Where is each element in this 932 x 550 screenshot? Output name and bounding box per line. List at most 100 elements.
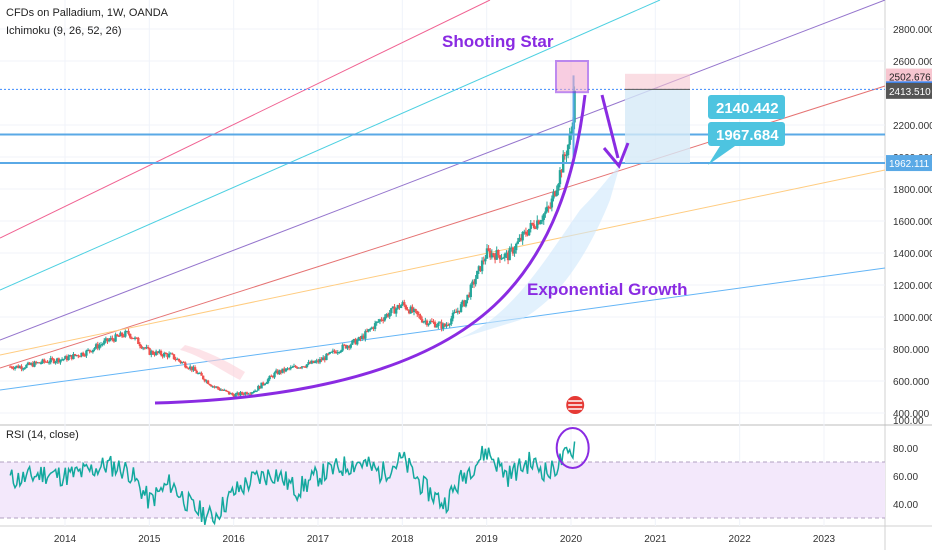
- trend-line[interactable]: [0, 169, 886, 356]
- candle-body: [20, 366, 23, 370]
- candle-body: [485, 248, 489, 259]
- down-arrow-shaft[interactable]: [600, 94, 620, 159]
- price-pane[interactable]: [0, 0, 885, 425]
- candle-body: [250, 392, 254, 394]
- candle-body: [476, 270, 479, 279]
- candle-body: [453, 311, 456, 313]
- trend-line[interactable]: [0, 0, 661, 291]
- candle-body: [292, 365, 296, 367]
- candle-body: [107, 339, 111, 342]
- time-tick-label: 2014: [54, 534, 77, 545]
- trend-line[interactable]: [0, 0, 886, 341]
- time-tick-label: 2022: [729, 534, 752, 545]
- price-tick-label: 400.000: [893, 409, 930, 420]
- candle-body: [297, 367, 301, 369]
- candle-body: [166, 354, 169, 358]
- price-tick-label: 1000.000: [893, 313, 932, 324]
- candle-body: [545, 206, 549, 212]
- candle-body: [566, 144, 570, 156]
- time-tick-label: 2017: [307, 534, 330, 545]
- callout-value: 1967.684: [716, 127, 779, 144]
- candle-body: [60, 359, 64, 361]
- candle-body: [18, 366, 22, 369]
- price-callout[interactable]: 1967.684: [708, 122, 785, 146]
- candle-body: [547, 206, 550, 208]
- shooting-star-label[interactable]: Shooting Star: [442, 32, 554, 51]
- candle-body: [321, 357, 325, 361]
- candle-body: [417, 314, 421, 316]
- candle-body: [148, 348, 151, 355]
- candle-body: [296, 367, 299, 369]
- stop-zone[interactable]: [625, 73, 690, 90]
- candle-body: [41, 359, 44, 363]
- candle-body: [466, 294, 469, 301]
- candle-body: [34, 361, 38, 363]
- time-tick-label: 2019: [476, 534, 499, 545]
- time-tick-label: 2016: [223, 534, 246, 545]
- candle-body: [81, 352, 85, 356]
- price-tick-label: 1200.000: [893, 281, 932, 292]
- candle-body: [442, 323, 445, 329]
- time-axis[interactable]: 2014 2015 2016 2017 2018 2019 2020 2021 2022 2023: [54, 534, 836, 545]
- candles: [8, 75, 576, 399]
- candle-body: [338, 352, 341, 354]
- trend-line[interactable]: [0, 267, 886, 391]
- candle-body: [153, 354, 156, 356]
- annotation-overlay[interactable]: 2140.442 1967.684: [154, 60, 785, 405]
- candle-body: [349, 344, 352, 348]
- price-tick-label: 2800.000: [893, 25, 932, 36]
- candle-body: [174, 359, 177, 361]
- exponential-growth-label[interactable]: Exponential Growth: [527, 280, 688, 299]
- candle-body: [381, 320, 385, 322]
- candle-body: [555, 190, 558, 196]
- candle-body: [127, 331, 130, 334]
- time-tick-label: 2023: [813, 534, 836, 545]
- badge-bg: [886, 155, 932, 172]
- candle-body: [187, 368, 190, 370]
- down-arrow-head[interactable]: [602, 142, 630, 169]
- candle-body: [261, 382, 265, 385]
- price-axis[interactable]: 2800.0002600.0002200.0002000.0001800.000…: [886, 25, 932, 420]
- candle-body: [527, 228, 531, 236]
- candle-body: [281, 368, 284, 373]
- candle-body: [227, 391, 231, 395]
- candle-body: [221, 389, 224, 391]
- price-badge[interactable]: 2502.676: [886, 68, 932, 85]
- candle-body: [176, 358, 179, 360]
- price-callout[interactable]: 2140.442: [708, 95, 785, 119]
- candle-body: [57, 358, 61, 363]
- candle-body: [171, 353, 174, 355]
- candle-body: [38, 362, 41, 364]
- candle-body: [390, 308, 393, 314]
- exponential-curve[interactable]: [154, 94, 587, 405]
- candle-body: [469, 284, 472, 298]
- price-badge[interactable]: 1962.111: [886, 155, 932, 172]
- rsi-highlight-circle[interactable]: [555, 427, 590, 469]
- candle-body: [122, 336, 125, 338]
- price-tick-label: 1400.000: [893, 249, 932, 260]
- shooting-star-box[interactable]: [555, 60, 589, 94]
- candle-body: [498, 255, 502, 260]
- candle-body: [432, 321, 435, 323]
- price-badge[interactable]: 2413.510: [886, 82, 932, 99]
- candle-body: [169, 353, 172, 355]
- candle-body: [39, 362, 43, 364]
- candle-body: [446, 324, 450, 326]
- candle-body: [128, 333, 132, 338]
- candle-body: [406, 309, 409, 311]
- target-zone[interactable]: [625, 89, 690, 164]
- candle-body: [23, 367, 26, 369]
- candle-body: [141, 347, 145, 349]
- candle-body: [283, 368, 286, 372]
- candle-body: [524, 231, 528, 235]
- candle-body: [536, 220, 539, 229]
- trend-line[interactable]: [0, 0, 491, 239]
- us-flag-icon[interactable]: [566, 396, 585, 414]
- rsi-axis[interactable]: 100.00 80.00 60.00 40.00: [893, 416, 924, 511]
- trend-lines[interactable]: [0, 0, 886, 391]
- candle-body: [279, 370, 283, 373]
- candle-body: [268, 375, 271, 380]
- candle-body: [508, 248, 511, 261]
- candle-body: [549, 207, 552, 209]
- candle-body: [323, 357, 327, 361]
